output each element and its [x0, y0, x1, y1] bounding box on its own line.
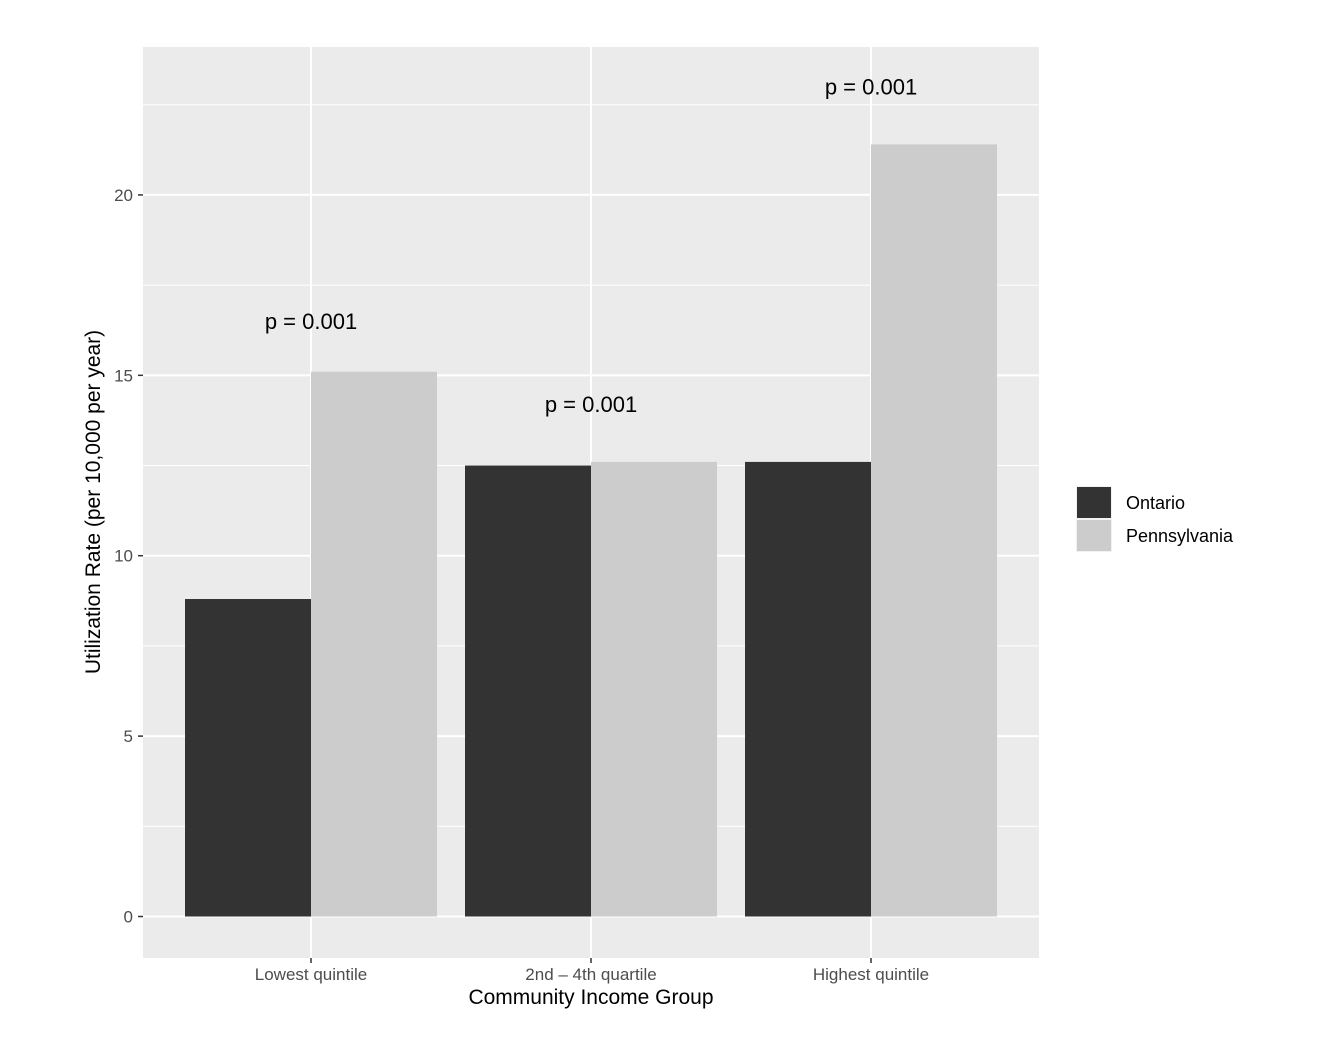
y-tick-label: 5 — [124, 727, 133, 746]
y-tick-label: 20 — [114, 186, 133, 205]
y-axis: 0 5 10 15 20 — [114, 186, 143, 927]
x-tick-label: Highest quintile — [813, 965, 929, 984]
legend: Ontario Pennsylvania — [1076, 486, 1234, 552]
bars — [185, 144, 997, 917]
legend-label-ontario: Ontario — [1126, 493, 1185, 513]
bar-ontario-1 — [185, 599, 311, 917]
x-tick-label: 2nd – 4th quartile — [525, 965, 656, 984]
p-value-annotation: p = 0.001 — [265, 309, 357, 334]
y-axis-title: Utilization Rate (per 10,000 per year) — [82, 330, 105, 674]
bar-ontario-2 — [465, 465, 591, 917]
p-value-annotation: p = 0.001 — [545, 392, 637, 417]
x-tick-label: Lowest quintile — [255, 965, 367, 984]
bar-pennsylvania-3 — [871, 144, 997, 917]
x-axis: Lowest quintile 2nd – 4th quartile Highest… — [255, 958, 929, 984]
y-tick-label: 0 — [124, 908, 133, 927]
y-tick-label: 15 — [114, 366, 133, 385]
annotations: p = 0.001 p = 0.001 p = 0.001 — [265, 75, 917, 417]
bar-ontario-3 — [745, 461, 871, 917]
x-axis-title: Community Income Group — [468, 986, 713, 1009]
legend-swatch-pennsylvania — [1077, 520, 1111, 551]
bar-pennsylvania-1 — [311, 371, 437, 917]
legend-swatch-ontario — [1077, 487, 1111, 518]
p-value-annotation: p = 0.001 — [825, 75, 917, 100]
y-tick-label: 10 — [114, 547, 133, 566]
legend-label-pennsylvania: Pennsylvania — [1126, 526, 1234, 546]
bar-pennsylvania-2 — [591, 461, 717, 917]
